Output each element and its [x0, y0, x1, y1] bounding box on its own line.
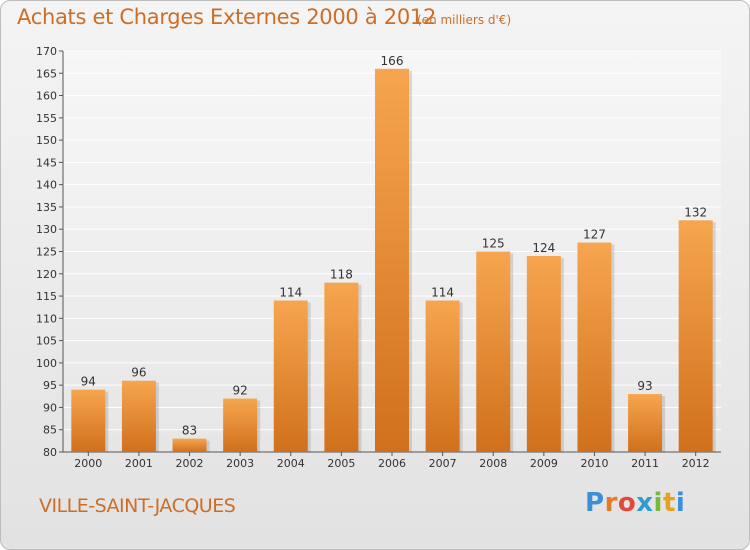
- bar: [121, 380, 156, 452]
- logo-letter: t: [662, 488, 676, 518]
- y-tick-label: 100: [36, 357, 57, 370]
- bar: [526, 255, 561, 452]
- proxiti-logo: Proxiti: [585, 488, 685, 518]
- y-tick-label: 140: [36, 179, 57, 192]
- y-tick-label: 110: [36, 312, 57, 325]
- bar: [71, 389, 106, 452]
- bar-value-label: 94: [81, 375, 96, 389]
- y-tick-label: 130: [36, 223, 57, 236]
- bar: [273, 300, 308, 452]
- logo-letter: o: [617, 488, 637, 518]
- bar-value-label: 92: [233, 384, 248, 398]
- chart-subtitle: (en milliers d'€): [417, 13, 512, 27]
- x-tick-label: 2010: [580, 457, 608, 470]
- bar-value-label: 132: [684, 205, 707, 219]
- y-tick-label: 125: [36, 246, 57, 259]
- y-tick-label: 105: [36, 335, 57, 348]
- logo-letter: i: [653, 488, 663, 518]
- bar: [628, 394, 663, 452]
- x-tick-label: 2002: [176, 457, 204, 470]
- y-tick-label: 115: [36, 290, 57, 303]
- x-tick-label: 2003: [226, 457, 254, 470]
- bar-value-label: 127: [583, 228, 606, 242]
- x-tick-label: 2008: [479, 457, 507, 470]
- y-tick-label: 90: [43, 401, 57, 414]
- bar-value-label: 124: [532, 241, 555, 255]
- x-tick-label: 2009: [530, 457, 558, 470]
- bar-value-label: 118: [330, 268, 353, 282]
- bar: [172, 438, 207, 452]
- y-tick-label: 165: [36, 67, 57, 80]
- x-tick-label: 2001: [125, 457, 153, 470]
- logo-letter: x: [636, 488, 654, 518]
- y-tick-label: 160: [36, 90, 57, 103]
- y-tick-label: 170: [36, 45, 57, 58]
- bar: [577, 242, 612, 452]
- y-tick-label: 80: [43, 446, 57, 459]
- x-tick-label: 2007: [429, 457, 457, 470]
- logo-letter: P: [585, 488, 605, 518]
- bar-value-label: 166: [381, 54, 404, 68]
- x-tick-label: 2012: [682, 457, 710, 470]
- logo-letter: i: [675, 488, 686, 518]
- bar: [476, 251, 511, 452]
- y-tick-label: 85: [43, 424, 57, 437]
- x-tick-label: 2006: [378, 457, 406, 470]
- bar: [425, 300, 460, 452]
- x-tick-label: 2004: [277, 457, 305, 470]
- town-name: VILLE-SAINT-JACQUES: [39, 495, 236, 517]
- bar: [678, 220, 713, 452]
- y-tick-label: 135: [36, 201, 57, 214]
- bar-value-label: 93: [637, 379, 652, 393]
- bar: [223, 398, 258, 452]
- y-tick-label: 150: [36, 134, 57, 147]
- chart-title: Achats et Charges Externes 2000 à 2012: [17, 5, 437, 29]
- x-tick-label: 2005: [327, 457, 355, 470]
- y-tick-label: 155: [36, 112, 57, 125]
- y-tick-label: 145: [36, 156, 57, 169]
- bar-value-label: 125: [482, 237, 505, 251]
- y-tick-label: 95: [43, 379, 57, 392]
- x-tick-label: 2000: [74, 457, 102, 470]
- bar-value-label: 96: [131, 366, 146, 380]
- logo-letter: r: [604, 488, 618, 518]
- bar: [375, 68, 409, 453]
- x-tick-label: 2011: [631, 457, 659, 470]
- bar-value-label: 83: [182, 424, 197, 438]
- bar: [324, 282, 359, 452]
- y-tick-label: 120: [36, 268, 57, 281]
- bar-value-label: 114: [431, 286, 454, 300]
- bar-value-label: 114: [279, 286, 302, 300]
